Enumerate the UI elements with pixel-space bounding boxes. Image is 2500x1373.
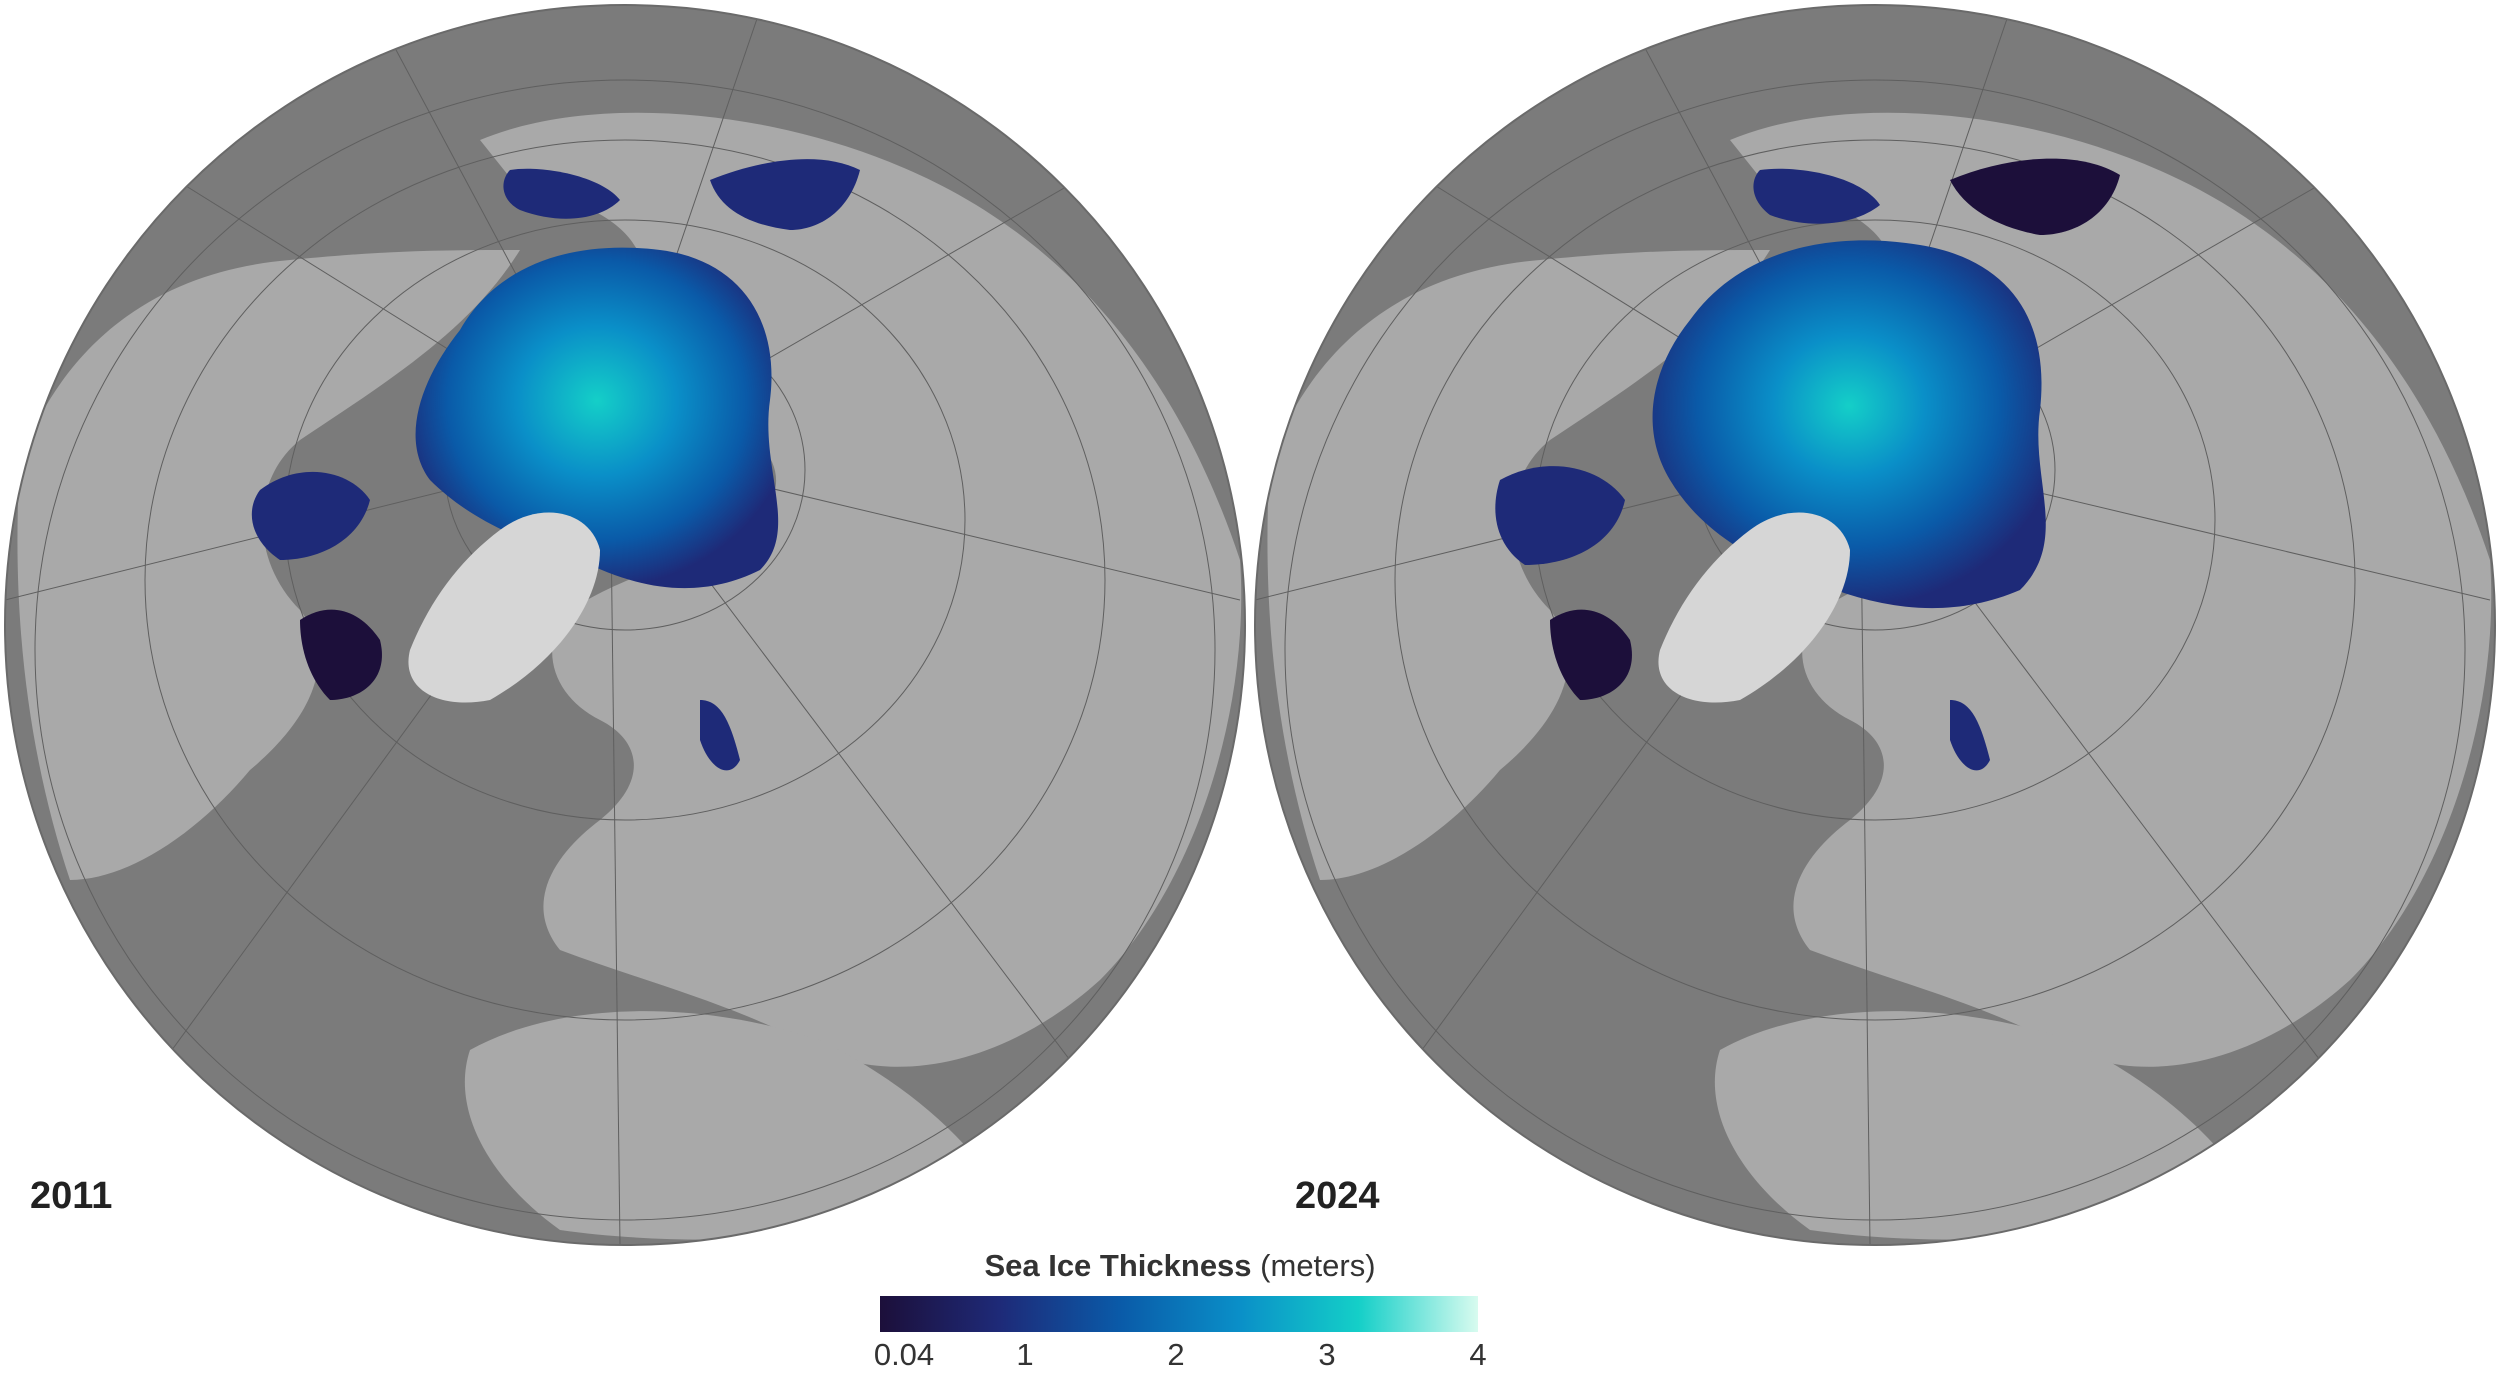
legend-tick-label: 2	[1167, 1337, 1185, 1372]
map-panel-2011	[0, 0, 1250, 1250]
sea-ice-2011	[251, 159, 860, 771]
landmass-africa	[464, 1011, 1000, 1240]
map-panel-2024	[1250, 0, 2500, 1250]
year-label-2024: 2024	[1295, 1175, 1380, 1217]
greenland	[408, 512, 600, 703]
landmass-north-america	[17, 250, 520, 880]
greenland	[1658, 512, 1850, 703]
legend-title-main: Sea Ice Thickness	[984, 1248, 1252, 1283]
legend-tick-label: 1	[1016, 1337, 1034, 1372]
legend-title: Sea Ice Thickness (meters)	[875, 1248, 1485, 1284]
legend-tick-label: 4	[1469, 1337, 1487, 1372]
year-label-2011: 2011	[30, 1175, 113, 1217]
globe-map-2024	[1254, 4, 2496, 1246]
sea-ice-2024	[1495, 158, 2120, 771]
legend-tick-label: 0.04	[873, 1337, 935, 1372]
legend-title-unit: (meters)	[1260, 1248, 1376, 1283]
landmass-north-america	[1267, 250, 1770, 880]
landmass-africa	[1714, 1011, 2250, 1240]
legend-tick-label: 3	[1318, 1337, 1336, 1372]
color-legend: Sea Ice Thickness (meters) 0.04 1 2 3 4	[874, 1248, 1487, 1372]
globe-map-2011	[4, 4, 1246, 1246]
legend-color-bar	[880, 1296, 1478, 1332]
